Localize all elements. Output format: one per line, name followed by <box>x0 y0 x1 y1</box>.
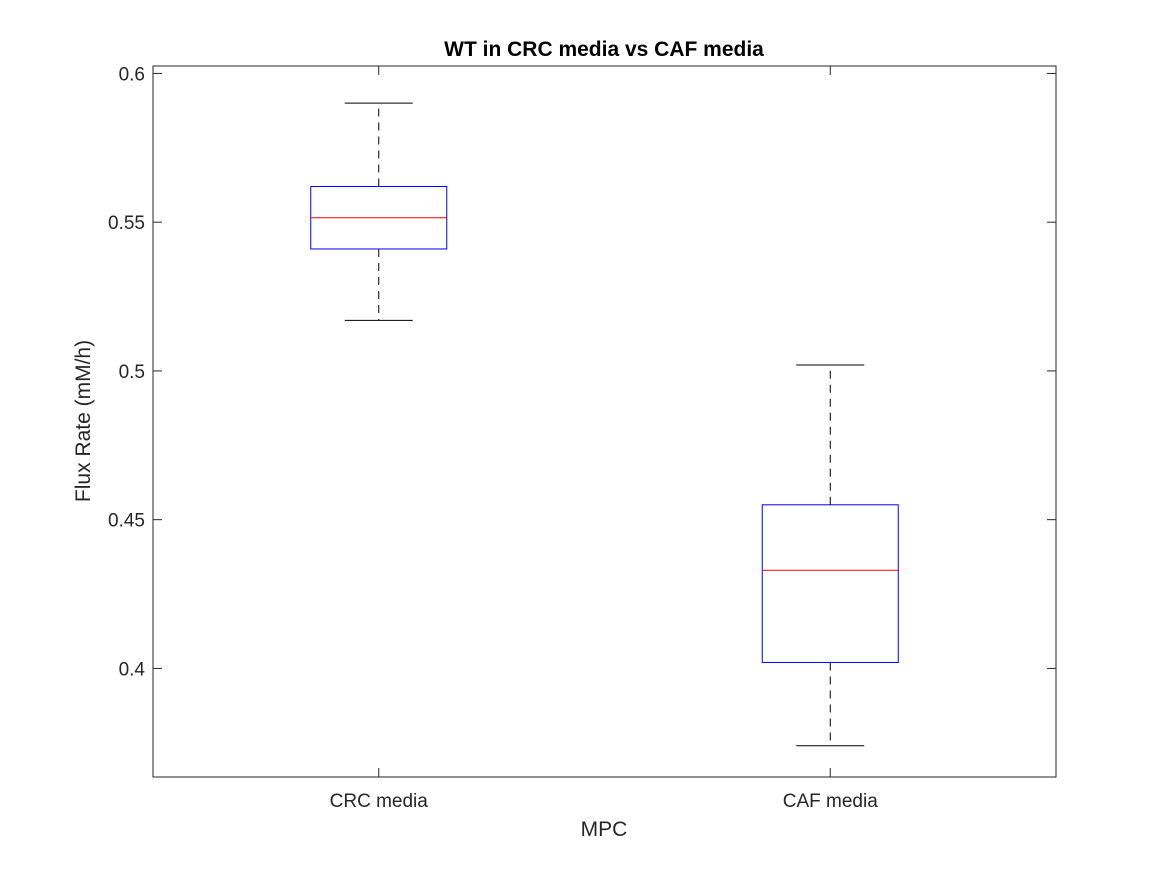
y-tick-label: 0.55 <box>108 213 145 234</box>
y-tick-label: 0.6 <box>119 64 145 85</box>
x-tick-label: CAF media <box>783 791 878 812</box>
box-iqr <box>761 504 899 663</box>
plot-area: 0.4 0.45 0.5 0.55 0.6 CRC media CAF media <box>108 64 1057 812</box>
y-axis-label: Flux Rate (mM/h) <box>72 340 95 502</box>
axes-frame <box>152 65 1057 778</box>
chart-title: WT in CRC media vs CAF media <box>444 38 764 61</box>
y-tick-label: 0.5 <box>119 362 145 383</box>
x-tick-label: CRC media <box>330 791 429 812</box>
y-tick-label: 0.45 <box>108 511 145 532</box>
y-tick-label: 0.4 <box>119 659 146 680</box>
x-axis-label: MPC <box>581 818 628 841</box>
